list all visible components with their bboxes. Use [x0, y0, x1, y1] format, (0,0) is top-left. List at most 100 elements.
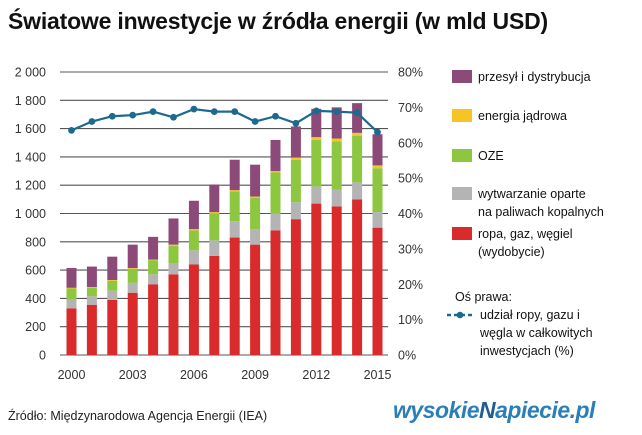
bar-segment-upstream: [352, 199, 363, 355]
legend-swatch-renewables: [452, 149, 472, 162]
y-right-tick-label: 80%: [398, 66, 423, 80]
bar-segment-upstream: [270, 230, 281, 355]
bar-segment-nuclear: [127, 267, 138, 269]
bar-segment-renewables: [290, 159, 301, 203]
share-line-point: [190, 105, 198, 113]
y-right-tick-label: 10%: [398, 313, 423, 327]
bar-segment-upstream: [229, 237, 240, 355]
bar-segment-renewables: [168, 246, 179, 264]
legend-label-share-line: inwestycjach (%): [480, 344, 574, 358]
share-line-point: [88, 118, 96, 125]
bar-segment-renewables: [66, 288, 77, 300]
legend-label-transmission: przesył i dystrybucja: [478, 70, 591, 84]
share-line-point: [149, 108, 157, 116]
bar-segment-fossil_generation: [250, 229, 261, 245]
bar-segment-transmission: [352, 103, 363, 133]
bar-segment-renewables: [188, 230, 199, 251]
bar-segment-upstream: [127, 292, 138, 355]
legend-label-renewables: OZE: [478, 149, 504, 163]
bar-segment-nuclear: [331, 138, 342, 142]
y-left-tick-label: 600: [25, 264, 46, 278]
site-logo: wysokieNapiecie.pl: [393, 397, 595, 423]
share-line-point: [272, 112, 279, 120]
bar-segment-fossil_generation: [107, 290, 118, 300]
bar-segment-transmission: [250, 164, 261, 197]
bar-segment-renewables: [311, 139, 322, 187]
legend-label-share-line: udział ropy, gazu i: [480, 308, 580, 322]
bar-segment-renewables: [209, 213, 220, 241]
bar-segment-transmission: [188, 200, 199, 230]
legend-swatch-upstream: [452, 227, 472, 240]
bar-segment-renewables: [372, 168, 383, 213]
bar-segment-fossil_generation: [66, 299, 77, 309]
x-tick-label: 2000: [58, 368, 86, 382]
stacked-bars: [66, 103, 383, 355]
left-axis-ticks: 0 200 400 600 800 1 000 1 200 1 400 1 600 1 800 2 …: [15, 66, 46, 363]
bar-segment-nuclear: [107, 280, 118, 281]
bar-segment-renewables: [229, 191, 240, 222]
bar-segment-fossil_generation: [311, 186, 322, 204]
y-right-tick-label: 50%: [398, 172, 423, 186]
legend-label-fossil_generation: na paliwach kopalnych: [478, 205, 604, 219]
share-line-point: [170, 113, 177, 121]
bar-segment-transmission: [107, 256, 118, 281]
bar-segment-nuclear: [250, 196, 261, 198]
bar-segment-renewables: [270, 172, 281, 214]
legend-swatch-transmission: [452, 70, 472, 83]
bar-segment-transmission: [270, 139, 281, 172]
y-right-tick-label: 60%: [398, 136, 423, 150]
y-left-tick-label: 1 800: [15, 94, 46, 108]
bar-segment-upstream: [86, 304, 97, 355]
bar-segment-upstream: [331, 206, 342, 355]
bar-segment-nuclear: [168, 244, 179, 247]
bar-segment-renewables: [107, 280, 118, 291]
bar-segment-fossil_generation: [188, 250, 199, 265]
bar-segment-upstream: [148, 284, 159, 355]
bar-segment-renewables: [352, 135, 363, 183]
legend-swatch-nuclear: [452, 109, 472, 122]
bar-segment-nuclear: [188, 229, 199, 231]
bar-segment-nuclear: [148, 259, 159, 261]
share-line-point: [129, 111, 137, 119]
chart-title: Światowe inwestycje w źródła energii (w …: [8, 8, 548, 34]
y-left-tick-label: 2 000: [15, 66, 46, 80]
bar-segment-fossil_generation: [127, 282, 138, 293]
bar-segment-transmission: [148, 236, 159, 260]
y-right-tick-label: 0%: [398, 349, 416, 363]
bar-segment-nuclear: [229, 190, 240, 192]
legend-label-fossil_generation: wytwarzanie oparte: [477, 187, 586, 201]
legend: przesył i dystrybucja energia jądrowa OZE w…: [447, 70, 604, 358]
legend-label-nuclear: energia jądrowa: [478, 109, 567, 123]
share-line-point: [68, 126, 75, 134]
y-left-tick-label: 1 600: [15, 122, 46, 136]
bar-segment-transmission: [66, 267, 77, 288]
y-left-tick-label: 1 200: [15, 179, 46, 193]
bar-segment-upstream: [311, 203, 322, 355]
x-tick-label: 2015: [364, 368, 392, 382]
y-right-tick-label: 70%: [398, 101, 423, 115]
x-axis-ticks: 2000 2003 2006 2009 2012 2015: [58, 368, 392, 382]
share-line-point: [292, 119, 300, 127]
bar-segment-transmission: [127, 244, 138, 268]
bar-segment-upstream: [250, 244, 261, 355]
bar-segment-upstream: [209, 255, 220, 355]
bar-segment-transmission: [168, 218, 179, 245]
legend-label-share-line: węgla w całkowitych: [479, 326, 593, 340]
bar-segment-fossil_generation: [209, 240, 220, 256]
share-line-point: [353, 109, 361, 117]
bar-segment-renewables: [127, 268, 138, 283]
y-left-tick-label: 200: [25, 320, 46, 334]
bar-segment-upstream: [66, 308, 77, 355]
bar-segment-fossil_generation: [270, 213, 281, 231]
source-note: Źródło: Międzynarodowa Agencja Energii (…: [8, 409, 268, 423]
legend-label-upstream: (wydobycie): [478, 245, 545, 259]
right-axis-ticks: 0% 10% 20% 30% 40% 50% 60% 70% 80%: [398, 66, 423, 363]
bar-segment-nuclear: [209, 212, 220, 214]
bar-segment-nuclear: [66, 287, 77, 289]
bar-segment-transmission: [311, 108, 322, 138]
bar-segment-fossil_generation: [290, 202, 301, 220]
bar-segment-nuclear: [352, 132, 363, 136]
share-line-point: [210, 108, 218, 116]
y-right-tick-label: 30%: [398, 242, 423, 256]
